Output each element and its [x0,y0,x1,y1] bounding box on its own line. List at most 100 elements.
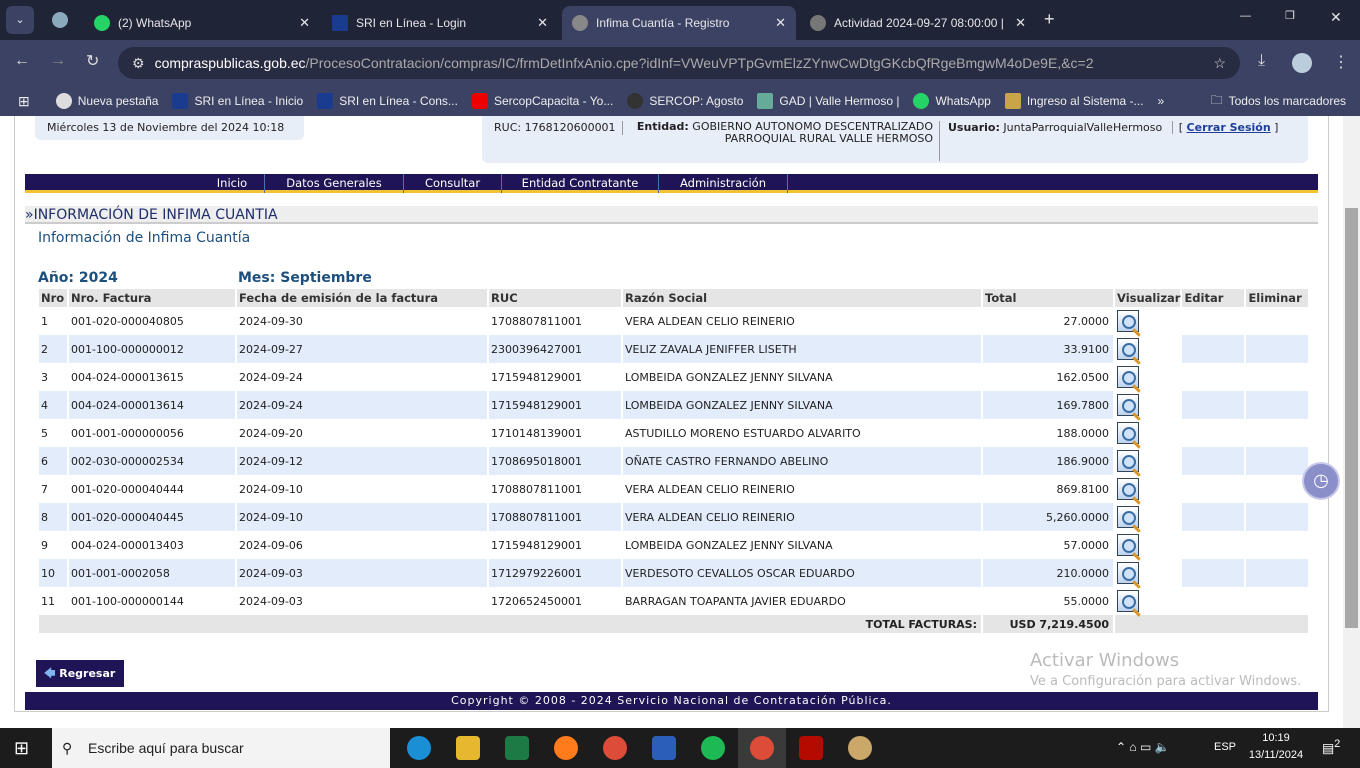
row-number: 6 [39,447,67,475]
edge-icon[interactable] [407,736,431,760]
bookmarks-bar: ⊞ Nueva pestaña SRI en Línea - Inicio SR… [0,86,1360,116]
row-number: 7 [41,482,48,496]
visualize-cell [1115,363,1181,391]
tab-search-button[interactable]: ⌄ [6,6,34,34]
sri-icon [332,15,348,31]
bookmark-ingreso[interactable]: Ingreso al Sistema -... [1004,93,1144,109]
business-name: VERA ALDEAN CELIO REINERIO [625,314,795,328]
view-document-icon[interactable] [1117,590,1139,612]
profile-avatar[interactable] [1292,53,1312,73]
view-document-icon[interactable] [1117,506,1139,528]
bookmark-sercop-agosto[interactable]: SERCOP: Agosto [627,93,743,109]
download-icon[interactable]: ⤓ [1258,52,1266,69]
view-document-icon[interactable] [1117,450,1139,472]
taskbar-search[interactable]: ⚲ Escribe aquí para buscar [52,728,390,768]
delete-cell [1246,363,1308,391]
view-document-icon[interactable] [1117,562,1139,584]
table-row: 9 004-024-000013403 2024-09-06 171594812900… [39,531,1308,559]
web-page: Miércoles 13 de Noviembre del 2024 10:18… [0,116,1343,728]
edit-cell [1182,363,1244,391]
chrome-icon[interactable] [603,736,627,760]
logout-link[interactable]: Cerrar Sesión [1186,121,1271,134]
reload-icon[interactable]: ↻ [86,53,100,70]
nav-inicio[interactable]: Inicio [200,174,265,193]
tab-sri[interactable]: SRI en Línea - Login ✕ [322,6,558,40]
edit-cell [1182,447,1245,475]
all-bookmarks[interactable]: 🗀 Todos los marcadores [1211,91,1346,112]
table-row: 4 004-024-000013614 2024-09-24 171594812900… [39,391,1309,419]
floating-clock-icon[interactable]: ◷ [1302,462,1340,500]
bookmark-sri-inicio[interactable]: SRI en Línea - Inicio [172,93,303,109]
tab-whatsapp[interactable]: (2) WhatsApp ✕ [84,6,320,40]
paint-icon[interactable] [848,736,872,760]
close-window-button[interactable]: ✕ [1330,9,1342,25]
tab-infima-cuantia[interactable]: Infima Cuantía - Registro ✕ [562,6,796,40]
table-row: 3 004-024-000013615 2024-09-24 171594812900… [39,363,1308,391]
ruc-value: RUC: 1768120600001 [494,121,623,135]
start-button[interactable]: ⊞ [14,738,30,758]
menu-icon[interactable]: ⋮ [1333,54,1349,71]
view-document-icon[interactable] [1117,478,1139,500]
bookmark-nueva-pestana[interactable]: Nueva pestaña [55,93,158,109]
main-nav: Inicio Datos Generales Consultar Entidad… [25,174,1318,193]
business-name: VERA ALDEAN CELIO REINERIO [623,503,981,531]
clock-time[interactable]: 10:19 [1262,732,1290,744]
ruc: 1720652450001 [491,594,582,608]
ruc: 1708695018001 [489,447,621,475]
spotify-icon[interactable] [701,736,725,760]
nav-datos-generales[interactable]: Datos Generales [265,174,404,193]
excel-icon[interactable] [505,736,529,760]
delete-cell [1246,391,1309,419]
row-number: 5 [41,426,48,440]
invoice-number: 004-024-000013615 [71,370,184,384]
view-document-icon[interactable] [1117,366,1139,388]
bookmark-sri-cons[interactable]: SRI en Línea - Cons... [317,93,458,109]
view-document-icon[interactable] [1117,394,1139,416]
delete-cell [1246,559,1309,587]
notifications-icon[interactable]: ▤2 [1322,738,1341,756]
bookmark-star-icon[interactable]: ☆ [1213,55,1226,71]
close-tab-icon[interactable]: ✕ [775,15,786,30]
close-tab-icon[interactable]: ✕ [299,15,310,30]
bookmark-sercopcapacita[interactable]: SercopCapacita - Yo... [471,93,613,109]
nav-consultar[interactable]: Consultar [404,174,502,193]
language-indicator[interactable]: ESP [1214,741,1237,753]
address-toolbar: ← → ↻ ⚙ compraspublicas.gob.ec/ProcesoCon… [0,40,1360,86]
forward-icon[interactable]: → [50,52,66,69]
back-button[interactable]: 🡄 Regresar [36,660,124,687]
more-bookmarks-icon[interactable]: » [1157,94,1165,108]
tab-actividad[interactable]: Actividad 2024-09-27 08:00:00 | ✕ [800,6,1036,40]
view-document-icon[interactable] [1117,338,1139,360]
bookmark-whatsapp[interactable]: WhatsApp [913,93,991,109]
close-tab-icon[interactable]: ✕ [537,15,548,30]
clock-date[interactable]: 13/11/2024 [1248,749,1304,761]
site-info-icon[interactable]: ⚙ [132,55,145,71]
nav-entidad-contratante[interactable]: Entidad Contratante [502,174,659,193]
minimize-button[interactable]: — [1240,10,1251,22]
invoice-number: 001-020-000040805 [71,314,184,328]
view-document-icon[interactable] [1117,310,1139,332]
edit-cell [1182,531,1244,559]
chrome-active-icon[interactable] [738,728,786,768]
close-tab-icon[interactable]: ✕ [1015,15,1026,30]
view-document-icon[interactable] [1117,422,1139,444]
view-document-icon[interactable] [1117,534,1139,556]
back-icon[interactable]: ← [14,52,30,69]
nav-administracion[interactable]: Administración [659,174,788,193]
file-explorer-icon[interactable] [456,736,480,760]
page-subtitle: Información de Infima Cuantía [38,230,251,246]
edit-cell [1182,335,1245,363]
content-frame [14,116,1329,712]
page-scrollbar[interactable] [1343,116,1360,728]
apps-icon[interactable]: ⊞ [18,92,30,109]
ruc: 1708807811001 [491,482,582,496]
restore-button[interactable]: ❐ [1285,10,1295,22]
word-icon[interactable] [652,736,676,760]
bookmark-gad[interactable]: GAD | Valle Hermoso | [757,93,899,109]
firefox-icon[interactable] [554,736,578,760]
tray-icons[interactable]: ⌃ ⌂ ▭ 🔈 [1116,740,1170,754]
acrobat-icon[interactable] [799,736,823,760]
pinned-tab-icon[interactable] [52,12,68,28]
url-bar[interactable]: ⚙ compraspublicas.gob.ec/ProcesoContratac… [118,47,1240,79]
new-tab-button[interactable]: + [1044,9,1055,29]
